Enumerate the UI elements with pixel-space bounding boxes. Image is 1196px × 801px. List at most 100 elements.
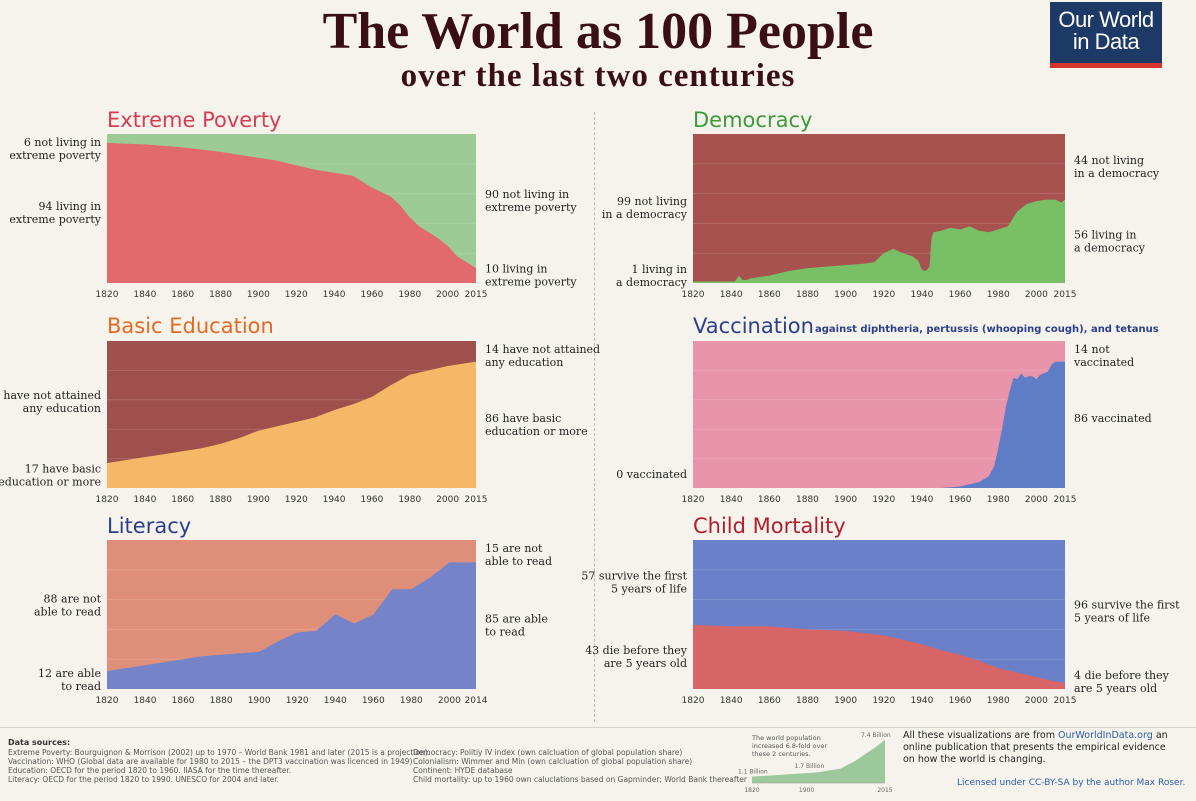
- vaccination-tick-1840: 1840: [720, 495, 743, 505]
- literacy-series-area: [107, 562, 476, 689]
- vaccination-label-top-right: 14 not vaccinated: [1073, 343, 1134, 369]
- basic-education-label-bottom-left-line: education or more: [0, 476, 101, 489]
- population-mini-chart: 1820 1900 2015 1.1 Billion 1.7 Billion 7.4 Bi…: [738, 732, 893, 794]
- vaccination-label-bottom-right: 86 vaccinated: [1074, 412, 1152, 425]
- vaccination-label-top-right-line: vaccinated: [1073, 356, 1134, 369]
- democracy-label-top-right-line: in a democracy: [1074, 167, 1160, 180]
- footer: Data sources: Extreme Poverty: Bourguign…: [0, 727, 1196, 801]
- child-mortality-label-bottom-right-line: are 5 years old: [1074, 682, 1157, 695]
- extreme-poverty-label-top-right-line: 90 not living in: [485, 188, 569, 201]
- democracy-tick-1820: 1820: [682, 290, 705, 300]
- logo-line-1: Our World: [1058, 7, 1154, 32]
- democracy-tick-1860: 1860: [758, 290, 781, 300]
- extreme-poverty-tick-1940: 1940: [323, 290, 346, 300]
- vaccination-tick-1860: 1860: [758, 495, 781, 505]
- literacy-label-bottom-left-line: to read: [61, 680, 101, 693]
- democracy-tick-1920: 1920: [872, 290, 895, 300]
- democracy-label-bottom-left: 1 living in a democracy: [616, 263, 688, 289]
- literacy-label-top-left-line: able to read: [34, 606, 101, 619]
- child-mortality-tick-1900: 1900: [834, 696, 857, 706]
- vaccination-tick-2000: 2000: [1025, 495, 1048, 505]
- democracy-tick-1880: 1880: [796, 290, 819, 300]
- literacy-tick-1880: 1880: [210, 696, 233, 706]
- population-tick-2015: 2015: [877, 787, 892, 794]
- democracy-label-top-right: 44 not living in a democracy: [1074, 154, 1160, 180]
- vaccination-subtitle: against diphtheria, pertussis (whooping …: [815, 324, 1159, 335]
- extreme-poverty-label-bottom-left-line: extreme poverty: [9, 213, 101, 226]
- child-mortality-label-bottom-left-line: are 5 years old: [604, 657, 687, 670]
- population-tick-1900: 1900: [799, 787, 814, 794]
- license-link[interactable]: Licensed under CC-BY-SA by the author Ma…: [957, 778, 1186, 788]
- democracy-tick-1980: 1980: [987, 290, 1010, 300]
- democracy-label-top-left: 99 not living in a democracy: [602, 195, 688, 221]
- literacy-tick-1900: 1900: [248, 696, 271, 706]
- democracy-tick-1900: 1900: [834, 290, 857, 300]
- basic-education-tick-1860: 1860: [171, 495, 194, 505]
- extreme-poverty-label-bottom-left-line: 94 living in: [39, 200, 102, 213]
- source-education: Education: OECD for the period 1820 to 1…: [8, 766, 292, 775]
- child-mortality-label-top-right-line: 96 survive the first: [1074, 599, 1180, 612]
- note-text-1: All these visualizations are from: [903, 730, 1055, 741]
- extreme-poverty-tick-1880: 1880: [209, 290, 232, 300]
- child-mortality-tick-2000: 2000: [1025, 696, 1048, 706]
- extreme-poverty-tick-1860: 1860: [171, 290, 194, 300]
- basic-education-tick-1840: 1840: [133, 495, 156, 505]
- democracy-label-top-right-line: 44 not living: [1074, 154, 1144, 167]
- page-subtitle: over the last two centuries: [400, 58, 796, 94]
- democracy-title: Democracy: [693, 108, 812, 132]
- basic-education-tick-1960: 1960: [360, 495, 383, 505]
- source-colonialism: Colonialism: Wimmer and Min (own calclua…: [413, 757, 693, 766]
- basic-education-label-bottom-left: 17 have basic education or more: [0, 463, 101, 489]
- child-mortality-label-top-left-line: 5 years of life: [611, 582, 687, 595]
- extreme-poverty-title: Extreme Poverty: [107, 108, 281, 132]
- extreme-poverty-tick-2015: 2015: [465, 290, 488, 300]
- literacy-tick-1820: 1820: [96, 696, 119, 706]
- extreme-poverty-label-top-right-line: extreme poverty: [485, 201, 577, 214]
- source-democracy: Democracy: Politiy IV index (own calclua…: [413, 748, 683, 757]
- child-mortality-label-bottom-right-line: 4 die before they: [1074, 669, 1170, 682]
- literacy-label-bottom-right-line: to read: [485, 626, 525, 639]
- democracy-label-bottom-right-line: a democracy: [1074, 241, 1146, 254]
- population-note: The world population increased 6.8-fold …: [752, 734, 828, 758]
- owid-logo[interactable]: Our World in Data: [1050, 2, 1162, 68]
- child-mortality-label-bottom-left: 43 die before they are 5 years old: [585, 644, 688, 670]
- column-divider: [594, 112, 595, 722]
- source-vaccination: Vaccination: WHO (Global data are availa…: [8, 757, 413, 766]
- population-area: [752, 740, 885, 783]
- literacy-label-bottom-right: 85 are able to read: [485, 613, 548, 639]
- vaccination-series-area: [693, 361, 1065, 488]
- literacy-label-top-right-line: able to read: [485, 555, 552, 568]
- basic-education-tick-1920: 1920: [285, 495, 308, 505]
- extreme-poverty-label-bottom-right-line: 10 living in: [485, 263, 548, 276]
- source-poverty: Extreme Poverty: Bourguignon & Morrison …: [8, 748, 431, 757]
- sources-title: Data sources:: [8, 738, 71, 747]
- democracy-label-bottom-left-line: 1 living in: [632, 263, 688, 276]
- extreme-poverty-label-bottom-right-line: extreme poverty: [485, 276, 577, 289]
- extreme-poverty-tick-1820: 1820: [96, 290, 119, 300]
- charts-canvas: Extreme Poverty 1820 1840 1860 1880 1900 1920 1…: [0, 108, 1180, 706]
- extreme-poverty-tick-2000: 2000: [436, 290, 459, 300]
- basic-education-label-top-right-line: 14 have not attained: [485, 343, 600, 356]
- extreme-poverty-tick-1920: 1920: [285, 290, 308, 300]
- population-label-end: 7.4 Billion: [861, 732, 891, 739]
- basic-education-tick-1940: 1940: [323, 495, 346, 505]
- owid-link[interactable]: OurWorldInData.org: [1058, 730, 1153, 741]
- basic-education-tick-1820: 1820: [96, 495, 119, 505]
- child-mortality-tick-1960: 1960: [949, 696, 972, 706]
- basic-education-label-bottom-right: 86 have basic education or more: [485, 412, 588, 438]
- literacy-tick-1980: 1980: [400, 696, 423, 706]
- basic-education-title: Basic Education: [107, 314, 274, 338]
- extreme-poverty-tick-1900: 1900: [247, 290, 270, 300]
- literacy-tick-2000: 2000: [438, 696, 461, 706]
- literacy-label-bottom-right-line: 85 are able: [485, 613, 548, 626]
- vaccination-label-bottom-right-line: 86 vaccinated: [1074, 412, 1152, 425]
- child-mortality-tick-1980: 1980: [987, 696, 1010, 706]
- vaccination-tick-1940: 1940: [910, 495, 933, 505]
- democracy-tick-1940: 1940: [910, 290, 933, 300]
- page-title: The World as 100 People: [322, 3, 874, 60]
- basic-education-label-top-left-line: 83 have not attained: [0, 389, 101, 402]
- extreme-poverty-label-bottom-right: 10 living in extreme poverty: [485, 263, 577, 289]
- extreme-poverty-tick-1980: 1980: [398, 290, 421, 300]
- child-mortality-label-top-right: 96 survive the first 5 years of life: [1074, 599, 1180, 625]
- child-mortality-tick-1820: 1820: [682, 696, 705, 706]
